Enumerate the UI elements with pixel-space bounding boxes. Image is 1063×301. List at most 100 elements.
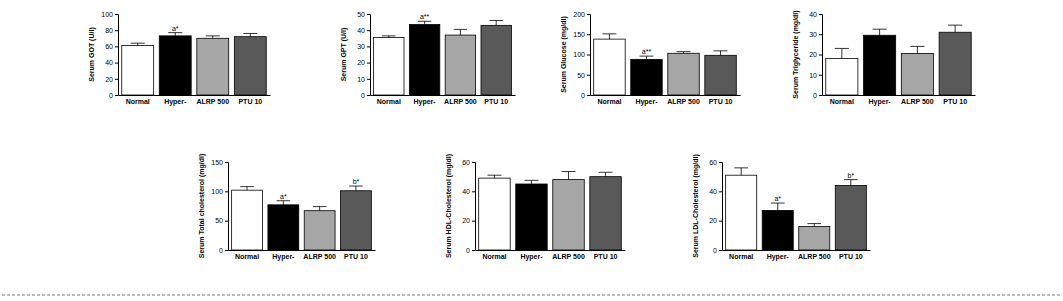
annotation: a* [280, 193, 287, 200]
tick-mark [115, 14, 118, 15]
error-bar [841, 48, 842, 58]
tick: 0 [813, 92, 822, 99]
y-axis: 050100150200 [573, 11, 590, 99]
tick: 20 [709, 217, 722, 224]
bar [304, 211, 335, 250]
error-cap [714, 50, 728, 51]
tick: Hyper- [272, 250, 295, 261]
error-bar [250, 33, 251, 36]
error-cap [771, 203, 785, 204]
tick-mark [472, 221, 475, 222]
tick-label: 100 [101, 11, 113, 18]
error-cap [131, 43, 145, 44]
chart: 01020304050NormalHyper-ALRP 500PTU 10a**… [340, 11, 516, 106]
tick-label: 20 [357, 59, 365, 66]
error-cap [640, 56, 654, 57]
tick-label: 60 [462, 159, 470, 166]
tick-label: PTU 10 [709, 98, 733, 105]
tick-mark [587, 34, 590, 35]
chart: 0204060NormalHyper-ALRP 500PTU 10Serum H… [445, 154, 626, 261]
bar [374, 37, 404, 95]
plot-area [122, 33, 266, 95]
tick-mark [472, 250, 475, 251]
error-bar [879, 29, 880, 35]
error-bar [424, 21, 425, 24]
error-cap [677, 51, 691, 52]
tick-mark [719, 221, 722, 222]
bar [481, 25, 511, 95]
tick: 20 [809, 51, 822, 58]
axis-line [819, 15, 823, 96]
tick: Normal [597, 95, 621, 105]
tick-label: 10 [357, 76, 365, 83]
axis-line [115, 15, 119, 96]
tick: 40 [709, 188, 722, 195]
tick: Hyper- [520, 250, 543, 261]
error-cap [599, 172, 613, 173]
axis-line [591, 95, 741, 96]
y-axis-title: Serum LDL-Cholesterol (mg/dl) [692, 154, 700, 257]
tick: 0 [713, 247, 722, 254]
plot-area [374, 20, 512, 95]
tick-label: 20 [462, 217, 470, 224]
tick-label: 0 [713, 247, 717, 254]
tick-label: Hyper- [272, 253, 295, 261]
tick-label: Hyper- [520, 253, 543, 261]
bar [232, 190, 263, 250]
tick: 80 [105, 27, 118, 34]
tick-label: PTU 10 [594, 253, 618, 260]
axis-line [723, 250, 871, 251]
y-axis: 050100150 [211, 159, 228, 254]
bar [799, 227, 830, 250]
error-bar [609, 34, 610, 39]
error-cap [206, 35, 220, 36]
chart: 050100150NormalHyper-ALRP 500PTU 10a*b*S… [198, 154, 376, 261]
tick-label: ALRP 500 [196, 98, 229, 105]
tick-mark [367, 95, 370, 96]
tick-label: 60 [709, 159, 717, 166]
tick-mark [225, 162, 228, 163]
bar [445, 35, 475, 95]
tick: ALRP 500 [798, 250, 831, 260]
chart: 0204060NormalHyper-ALRP 500PTU 10a*b*Ser… [692, 154, 871, 261]
tick-mark [115, 79, 118, 80]
bar [268, 205, 299, 250]
tick-mark [225, 250, 228, 251]
error-cap [948, 25, 962, 26]
annotation: a** [420, 13, 430, 20]
tick-mark [587, 95, 590, 96]
tick: ALRP 500 [901, 95, 934, 105]
y-axis-title: Serum Glucose (mg/dl) [560, 16, 568, 93]
x-axis: NormalHyper-ALRP 500PTU 10 [371, 95, 516, 106]
error-bar [568, 172, 569, 180]
error-cap [349, 186, 363, 187]
error-bar [494, 175, 495, 178]
tick-label: 50 [215, 217, 223, 224]
bar [705, 55, 736, 95]
tick: 150 [573, 31, 590, 38]
tick: Normal [235, 250, 259, 260]
bar [826, 59, 858, 95]
tick-mark [225, 221, 228, 222]
tick-mark [225, 191, 228, 192]
error-bar [741, 168, 742, 175]
tick-mark [719, 162, 722, 163]
bar [939, 32, 971, 95]
bar [762, 210, 793, 250]
tick-label: PTU 10 [839, 253, 863, 260]
bar [341, 191, 372, 250]
tick-label: ALRP 500 [798, 253, 831, 260]
y-axis-title: Serum GOT (U/l) [88, 27, 96, 81]
error-bar [283, 201, 284, 205]
tick-mark [367, 46, 370, 47]
tick-label: 0 [581, 92, 585, 99]
error-cap [243, 33, 257, 34]
tick-mark [819, 34, 822, 35]
tick: PTU 10 [709, 95, 733, 105]
error-bar [319, 207, 320, 211]
tick: 60 [709, 159, 722, 166]
tick: 20 [105, 76, 118, 83]
error-cap [844, 179, 858, 180]
tick-label: ALRP 500 [901, 98, 934, 105]
error-cap [603, 33, 617, 34]
